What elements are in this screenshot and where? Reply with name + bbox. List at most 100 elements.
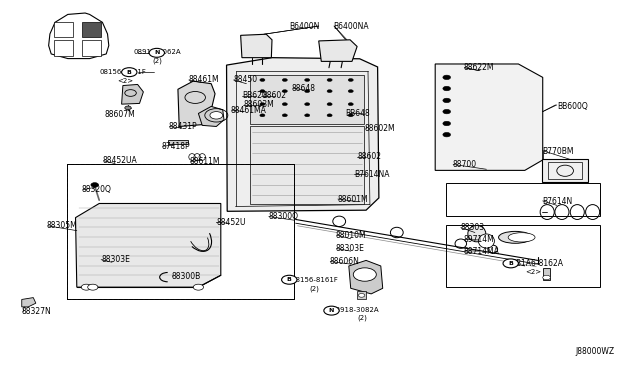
Text: 88452U: 88452U (216, 218, 246, 227)
Text: 88452UA: 88452UA (102, 156, 137, 165)
Text: 08156-8161F: 08156-8161F (99, 69, 146, 75)
Ellipse shape (508, 233, 535, 242)
Bar (67, 164, 294, 299)
Text: 88622M: 88622M (464, 63, 495, 72)
Circle shape (282, 114, 287, 117)
Text: BB600Q: BB600Q (557, 102, 588, 110)
Text: B7614NA: B7614NA (354, 170, 389, 179)
Circle shape (543, 275, 550, 280)
Circle shape (353, 268, 376, 281)
Circle shape (125, 106, 131, 110)
Ellipse shape (479, 234, 495, 248)
Circle shape (260, 78, 265, 81)
Polygon shape (319, 40, 357, 61)
Circle shape (443, 121, 451, 126)
Bar (54, 22, 73, 37)
Text: B7614N: B7614N (542, 198, 572, 206)
Text: B: B (127, 70, 132, 75)
Text: 88300B: 88300B (172, 272, 201, 281)
Circle shape (327, 90, 332, 93)
Text: 88461M: 88461M (189, 76, 220, 84)
Circle shape (324, 306, 339, 315)
Circle shape (443, 86, 451, 91)
Text: 88602M: 88602M (365, 124, 396, 133)
Circle shape (348, 114, 353, 117)
Text: 88714MA: 88714MA (464, 247, 500, 256)
Bar (543, 268, 550, 280)
Circle shape (305, 103, 310, 106)
Circle shape (210, 112, 223, 119)
Text: 88305M: 88305M (47, 221, 77, 230)
Text: 88601M: 88601M (338, 195, 369, 203)
Text: 88606N: 88606N (330, 257, 360, 266)
Polygon shape (178, 81, 215, 126)
Circle shape (260, 103, 265, 106)
Polygon shape (198, 106, 224, 126)
Circle shape (443, 98, 451, 103)
Circle shape (443, 75, 451, 80)
Bar (542, 159, 588, 182)
Text: J88000WZ: J88000WZ (575, 347, 614, 356)
Text: 88303E: 88303E (101, 255, 130, 264)
Polygon shape (227, 58, 379, 211)
Text: N: N (154, 50, 159, 55)
Bar (357, 291, 366, 299)
Text: N: N (329, 308, 334, 313)
Text: 88602: 88602 (262, 92, 287, 100)
Bar (446, 225, 600, 287)
Circle shape (358, 294, 365, 297)
Bar (67, 164, 294, 299)
Text: 88607M: 88607M (104, 110, 135, 119)
Text: 08156-8161F: 08156-8161F (292, 277, 339, 283)
Text: BB620: BB620 (242, 92, 267, 100)
Text: 87418P: 87418P (162, 142, 191, 151)
Circle shape (305, 78, 310, 81)
Bar (83, 41, 101, 56)
Circle shape (282, 78, 287, 81)
Circle shape (503, 259, 518, 268)
Text: 88450: 88450 (234, 76, 258, 84)
Text: 88700: 88700 (452, 160, 477, 169)
Circle shape (348, 103, 353, 106)
Text: 88603M: 88603M (243, 100, 274, 109)
Text: 88648: 88648 (292, 84, 316, 93)
Text: B6400NA: B6400NA (333, 22, 369, 31)
Polygon shape (349, 260, 383, 294)
Text: 88611M: 88611M (189, 157, 220, 166)
Text: 88320Q: 88320Q (82, 185, 112, 194)
Circle shape (327, 78, 332, 81)
Text: B6400N: B6400N (290, 22, 320, 31)
Circle shape (305, 90, 310, 93)
Text: B: B (287, 277, 292, 282)
Circle shape (327, 114, 332, 117)
Polygon shape (122, 84, 143, 104)
Circle shape (81, 284, 92, 290)
Bar (54, 41, 73, 56)
Text: BB648: BB648 (346, 109, 371, 118)
Bar (168, 140, 188, 144)
Circle shape (193, 284, 204, 290)
Text: (2): (2) (152, 57, 162, 64)
Text: 88300Q: 88300Q (269, 212, 299, 221)
Text: B770BM: B770BM (542, 147, 573, 156)
Circle shape (305, 114, 310, 117)
Circle shape (282, 103, 287, 106)
Circle shape (122, 68, 137, 77)
Text: 88303: 88303 (461, 223, 485, 232)
Circle shape (91, 183, 99, 187)
Text: 89714M: 89714M (464, 235, 495, 244)
Circle shape (348, 78, 353, 81)
Text: 08918-3062A: 08918-3062A (133, 49, 180, 55)
Polygon shape (22, 298, 36, 307)
Bar (446, 183, 600, 216)
Polygon shape (241, 34, 272, 58)
Bar (250, 126, 364, 204)
Bar (548, 162, 582, 179)
Text: <2>: <2> (117, 78, 133, 84)
Ellipse shape (499, 231, 532, 243)
Text: 88461MA: 88461MA (230, 106, 266, 115)
Text: <2>: <2> (525, 269, 541, 275)
Circle shape (88, 284, 98, 290)
Text: 88327N: 88327N (22, 307, 51, 316)
Text: (2): (2) (357, 314, 367, 321)
